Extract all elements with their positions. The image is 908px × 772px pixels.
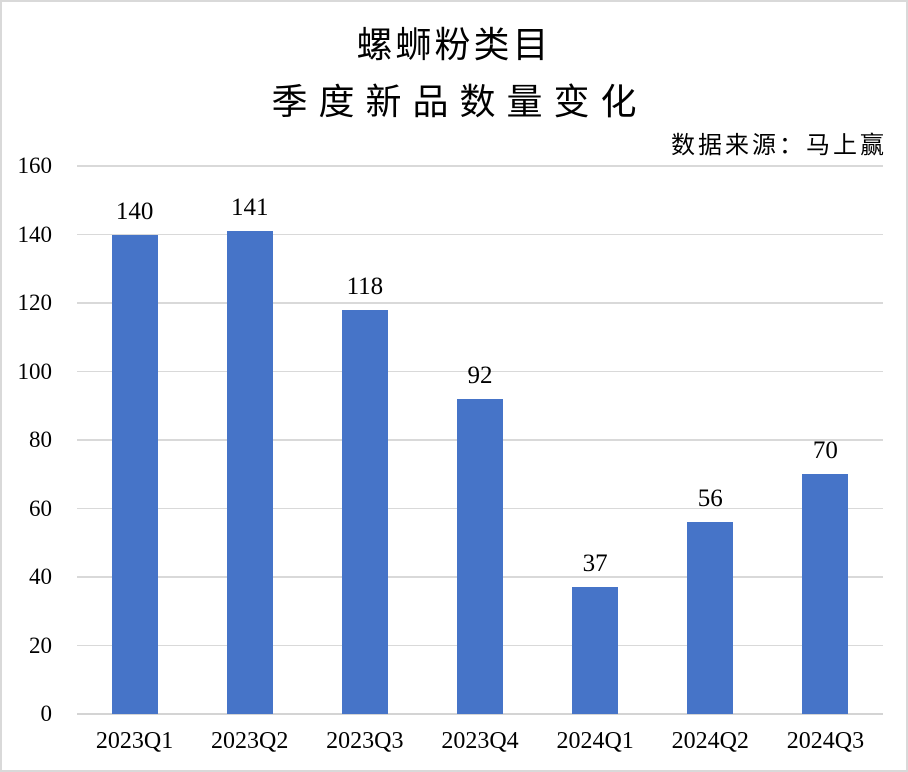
y-axis-tick-label: 0 [40, 701, 53, 726]
x-axis-category-label: 2023Q1 [95, 728, 174, 754]
bar-value-label: 56 [697, 485, 723, 513]
x-axis-category-label: 2023Q2 [211, 728, 289, 754]
y-axis-tick-label: 80 [29, 427, 52, 452]
x-axis-category-label: 2024Q1 [556, 728, 634, 754]
bar-value-label: 118 [346, 272, 384, 300]
y-axis-tick-label: 140 [17, 221, 53, 247]
data-source-note: 数据来源：马上赢 [671, 133, 887, 159]
bar-2023Q2 [226, 231, 273, 714]
bar-value-label: 140 [115, 197, 154, 225]
x-axis-category-label: 2023Q3 [326, 728, 404, 754]
gridline-y140 [77, 233, 883, 236]
bar-2024Q3 [802, 474, 849, 714]
bar-2023Q4 [457, 398, 503, 714]
bar-value-label: 92 [467, 361, 493, 389]
plot-area: 0 20 40 60 80 100 120 140 160 140 2023Q1 141 2023Q2 1… [18, 153, 883, 754]
y-axis-tick-label: 120 [17, 290, 53, 315]
x-axis-category-label: 2024Q2 [671, 728, 749, 754]
bar-value-label: 70 [812, 437, 838, 465]
gridline-y160 [77, 165, 883, 167]
chart-title-line1: 螺蛳粉类目 [356, 25, 552, 65]
y-axis-tick-label: 160 [17, 153, 53, 178]
bar-value-label: 141 [230, 194, 269, 222]
bar-2023Q1 [111, 234, 158, 714]
bar-2024Q2 [687, 522, 734, 714]
y-axis-tick-label: 40 [29, 564, 52, 589]
gridline-y120 [77, 302, 883, 304]
chart-title-line2: 季度新品数量变化 [271, 82, 648, 122]
bar-value-label: 37 [582, 550, 608, 578]
bar-2023Q3 [341, 309, 388, 714]
bar-2024Q1 [572, 587, 619, 714]
y-axis-tick-label: 100 [17, 358, 53, 384]
y-axis-tick-label: 20 [29, 632, 52, 658]
x-axis-category-label: 2023Q4 [441, 728, 519, 754]
x-axis-category-label: 2024Q3 [786, 728, 865, 754]
y-axis-tick-label: 60 [29, 495, 52, 521]
gridline-y100 [77, 370, 883, 373]
